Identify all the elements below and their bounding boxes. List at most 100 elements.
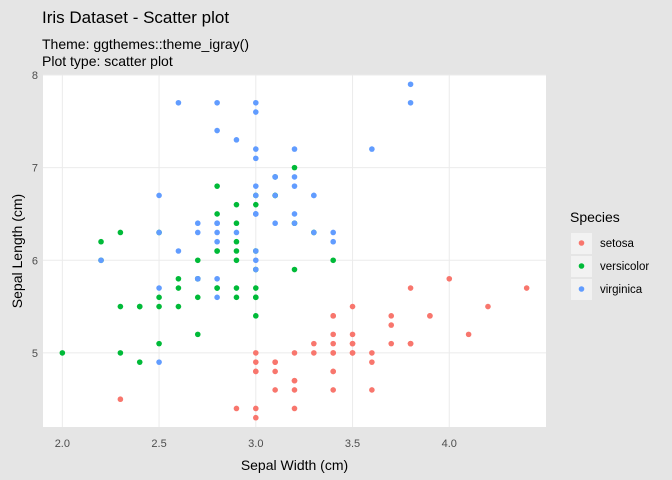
data-point-versicolor xyxy=(136,303,143,310)
data-point-versicolor xyxy=(233,285,240,291)
data-point-virginica xyxy=(214,294,220,301)
data-point-setosa xyxy=(291,377,298,384)
data-point-setosa xyxy=(291,350,298,356)
data-point-virginica xyxy=(272,220,278,227)
y-tick-label: 6 xyxy=(32,255,38,267)
data-point-setosa xyxy=(446,275,453,282)
data-point-versicolor xyxy=(59,350,66,356)
legend-title: Species xyxy=(570,209,620,225)
legend-label-setosa: setosa xyxy=(600,238,634,250)
data-point-versicolor xyxy=(156,294,162,301)
data-point-versicolor xyxy=(233,248,240,254)
data-point-virginica xyxy=(311,192,317,199)
data-point-virginica xyxy=(194,275,201,282)
data-point-setosa xyxy=(407,285,414,291)
data-point-virginica xyxy=(291,220,298,227)
data-point-setosa xyxy=(349,350,356,356)
data-point-virginica xyxy=(253,183,259,189)
data-point-virginica xyxy=(253,266,259,273)
x-tick-label: 2.0 xyxy=(55,438,70,450)
data-point-virginica xyxy=(214,127,220,134)
data-point-virginica xyxy=(253,146,259,152)
x-tick-label: 3.0 xyxy=(248,438,263,450)
data-point-virginica xyxy=(407,99,414,106)
data-point-virginica xyxy=(156,229,162,236)
data-point-versicolor xyxy=(194,257,201,264)
legend-label-virginica: virginica xyxy=(600,284,643,296)
data-point-versicolor xyxy=(233,201,240,208)
data-point-setosa xyxy=(253,414,259,421)
data-point-versicolor xyxy=(175,285,182,291)
data-point-setosa xyxy=(523,285,530,291)
data-point-versicolor xyxy=(214,183,220,189)
data-point-virginica xyxy=(194,229,201,236)
data-point-virginica xyxy=(214,220,220,227)
data-point-versicolor xyxy=(136,359,143,365)
plot-panel xyxy=(43,75,546,427)
data-point-versicolor xyxy=(291,266,298,273)
data-point-virginica xyxy=(98,257,104,264)
data-point-versicolor xyxy=(156,303,162,310)
data-point-setosa xyxy=(311,340,317,347)
chart-title: Iris Dataset - Scatter plot xyxy=(42,8,229,27)
data-point-versicolor xyxy=(175,303,182,310)
y-tick-label: 5 xyxy=(32,348,38,360)
data-point-versicolor xyxy=(214,248,220,254)
data-point-setosa xyxy=(330,313,336,319)
data-point-setosa xyxy=(253,359,259,365)
data-point-versicolor xyxy=(117,229,124,236)
x-tick-label: 4.0 xyxy=(442,438,457,450)
data-point-setosa xyxy=(349,331,356,338)
data-point-setosa xyxy=(272,368,278,375)
data-point-setosa xyxy=(369,350,375,356)
data-point-setosa xyxy=(272,359,278,365)
data-point-setosa xyxy=(388,313,395,319)
data-point-setosa xyxy=(407,340,414,347)
data-point-versicolor xyxy=(214,285,220,291)
data-point-virginica xyxy=(253,155,259,162)
data-point-virginica xyxy=(272,174,278,180)
data-point-virginica xyxy=(175,99,182,106)
x-tick-label: 3.5 xyxy=(345,438,360,450)
data-point-virginica xyxy=(233,137,240,143)
data-point-setosa xyxy=(349,303,356,310)
y-tick-label: 7 xyxy=(32,163,38,175)
data-point-virginica xyxy=(214,238,220,245)
data-point-setosa xyxy=(311,350,317,356)
data-point-versicolor xyxy=(233,238,240,245)
data-point-virginica xyxy=(156,359,162,365)
data-point-versicolor xyxy=(253,285,259,291)
data-point-setosa xyxy=(253,405,259,412)
y-axis-title: Sepal Length (cm) xyxy=(9,194,25,308)
data-point-setosa xyxy=(330,387,336,393)
x-tick-label: 2.5 xyxy=(151,438,166,450)
data-point-versicolor xyxy=(253,313,259,319)
chart-subtitle-line-1: Theme: ggthemes::theme_igray() xyxy=(42,36,249,52)
data-point-virginica xyxy=(214,229,220,236)
data-point-virginica xyxy=(253,211,259,217)
data-point-virginica xyxy=(253,257,259,264)
data-point-versicolor xyxy=(156,340,162,347)
data-point-versicolor xyxy=(194,294,201,301)
data-point-setosa xyxy=(465,331,472,338)
data-point-setosa xyxy=(253,368,259,375)
data-point-virginica xyxy=(291,211,298,217)
legend-label-versicolor: versicolor xyxy=(600,261,649,273)
data-point-virginica xyxy=(330,238,336,245)
data-point-setosa xyxy=(330,340,336,347)
data-point-virginica xyxy=(156,285,162,291)
data-point-setosa xyxy=(485,303,491,310)
data-point-setosa xyxy=(369,387,375,393)
y-tick-label: 8 xyxy=(32,70,38,82)
data-point-versicolor xyxy=(233,294,240,301)
data-point-versicolor xyxy=(291,164,298,171)
data-point-versicolor xyxy=(117,350,124,356)
data-point-setosa xyxy=(349,340,356,347)
data-point-virginica xyxy=(214,99,220,106)
data-point-setosa xyxy=(330,331,336,338)
data-point-setosa xyxy=(369,359,375,365)
data-point-setosa xyxy=(117,396,124,403)
data-point-virginica xyxy=(291,146,298,152)
data-point-virginica xyxy=(330,229,336,236)
